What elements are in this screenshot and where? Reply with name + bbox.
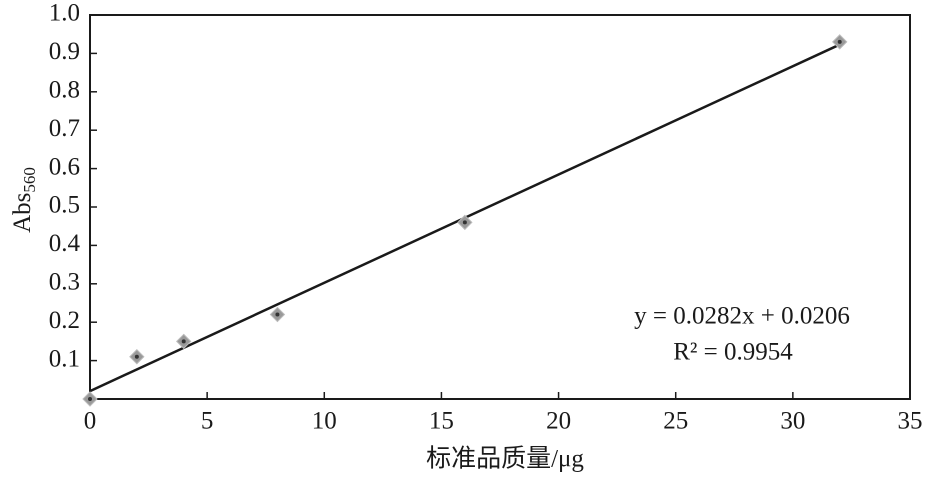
data-point-center [275,312,280,317]
y-label-subscript: 560 [20,167,39,193]
y-tick-label: 0.1 [49,345,80,372]
data-point-center [88,397,92,401]
x-tick-label: 10 [312,408,337,435]
data-point-center [462,220,467,225]
y-tick-label: 0.8 [49,77,80,104]
y-axis-label: Abs560 [9,167,39,233]
r-squared: R² = 0.9954 [673,339,793,366]
data-point-center [837,39,842,44]
y-tick-label: 0.2 [49,307,80,334]
y-tick-label: 0.3 [49,269,80,296]
y-label-main: Abs [9,193,36,233]
x-tick-label: 0 [84,408,97,435]
data-point-center [134,354,139,359]
y-tick-label: 0.5 [49,192,80,219]
y-tick-label: 0.7 [49,115,80,142]
y-tick-label: 0.6 [49,153,80,180]
y-tick-label: 0.9 [49,38,80,65]
y-tick-label: 1.0 [49,0,80,27]
data-point-center [181,339,186,344]
x-tick-label: 20 [546,408,571,435]
x-tick-label: 25 [663,408,688,435]
equation: y = 0.0282x + 0.0206 [634,303,850,330]
x-tick-label: 15 [429,408,454,435]
x-tick-label: 5 [201,408,214,435]
y-tick-label: 0.4 [49,230,81,257]
x-tick-label: 35 [898,408,923,435]
x-axis-label: 标准品质量/μg [426,445,584,473]
x-tick-label: 30 [780,408,805,435]
